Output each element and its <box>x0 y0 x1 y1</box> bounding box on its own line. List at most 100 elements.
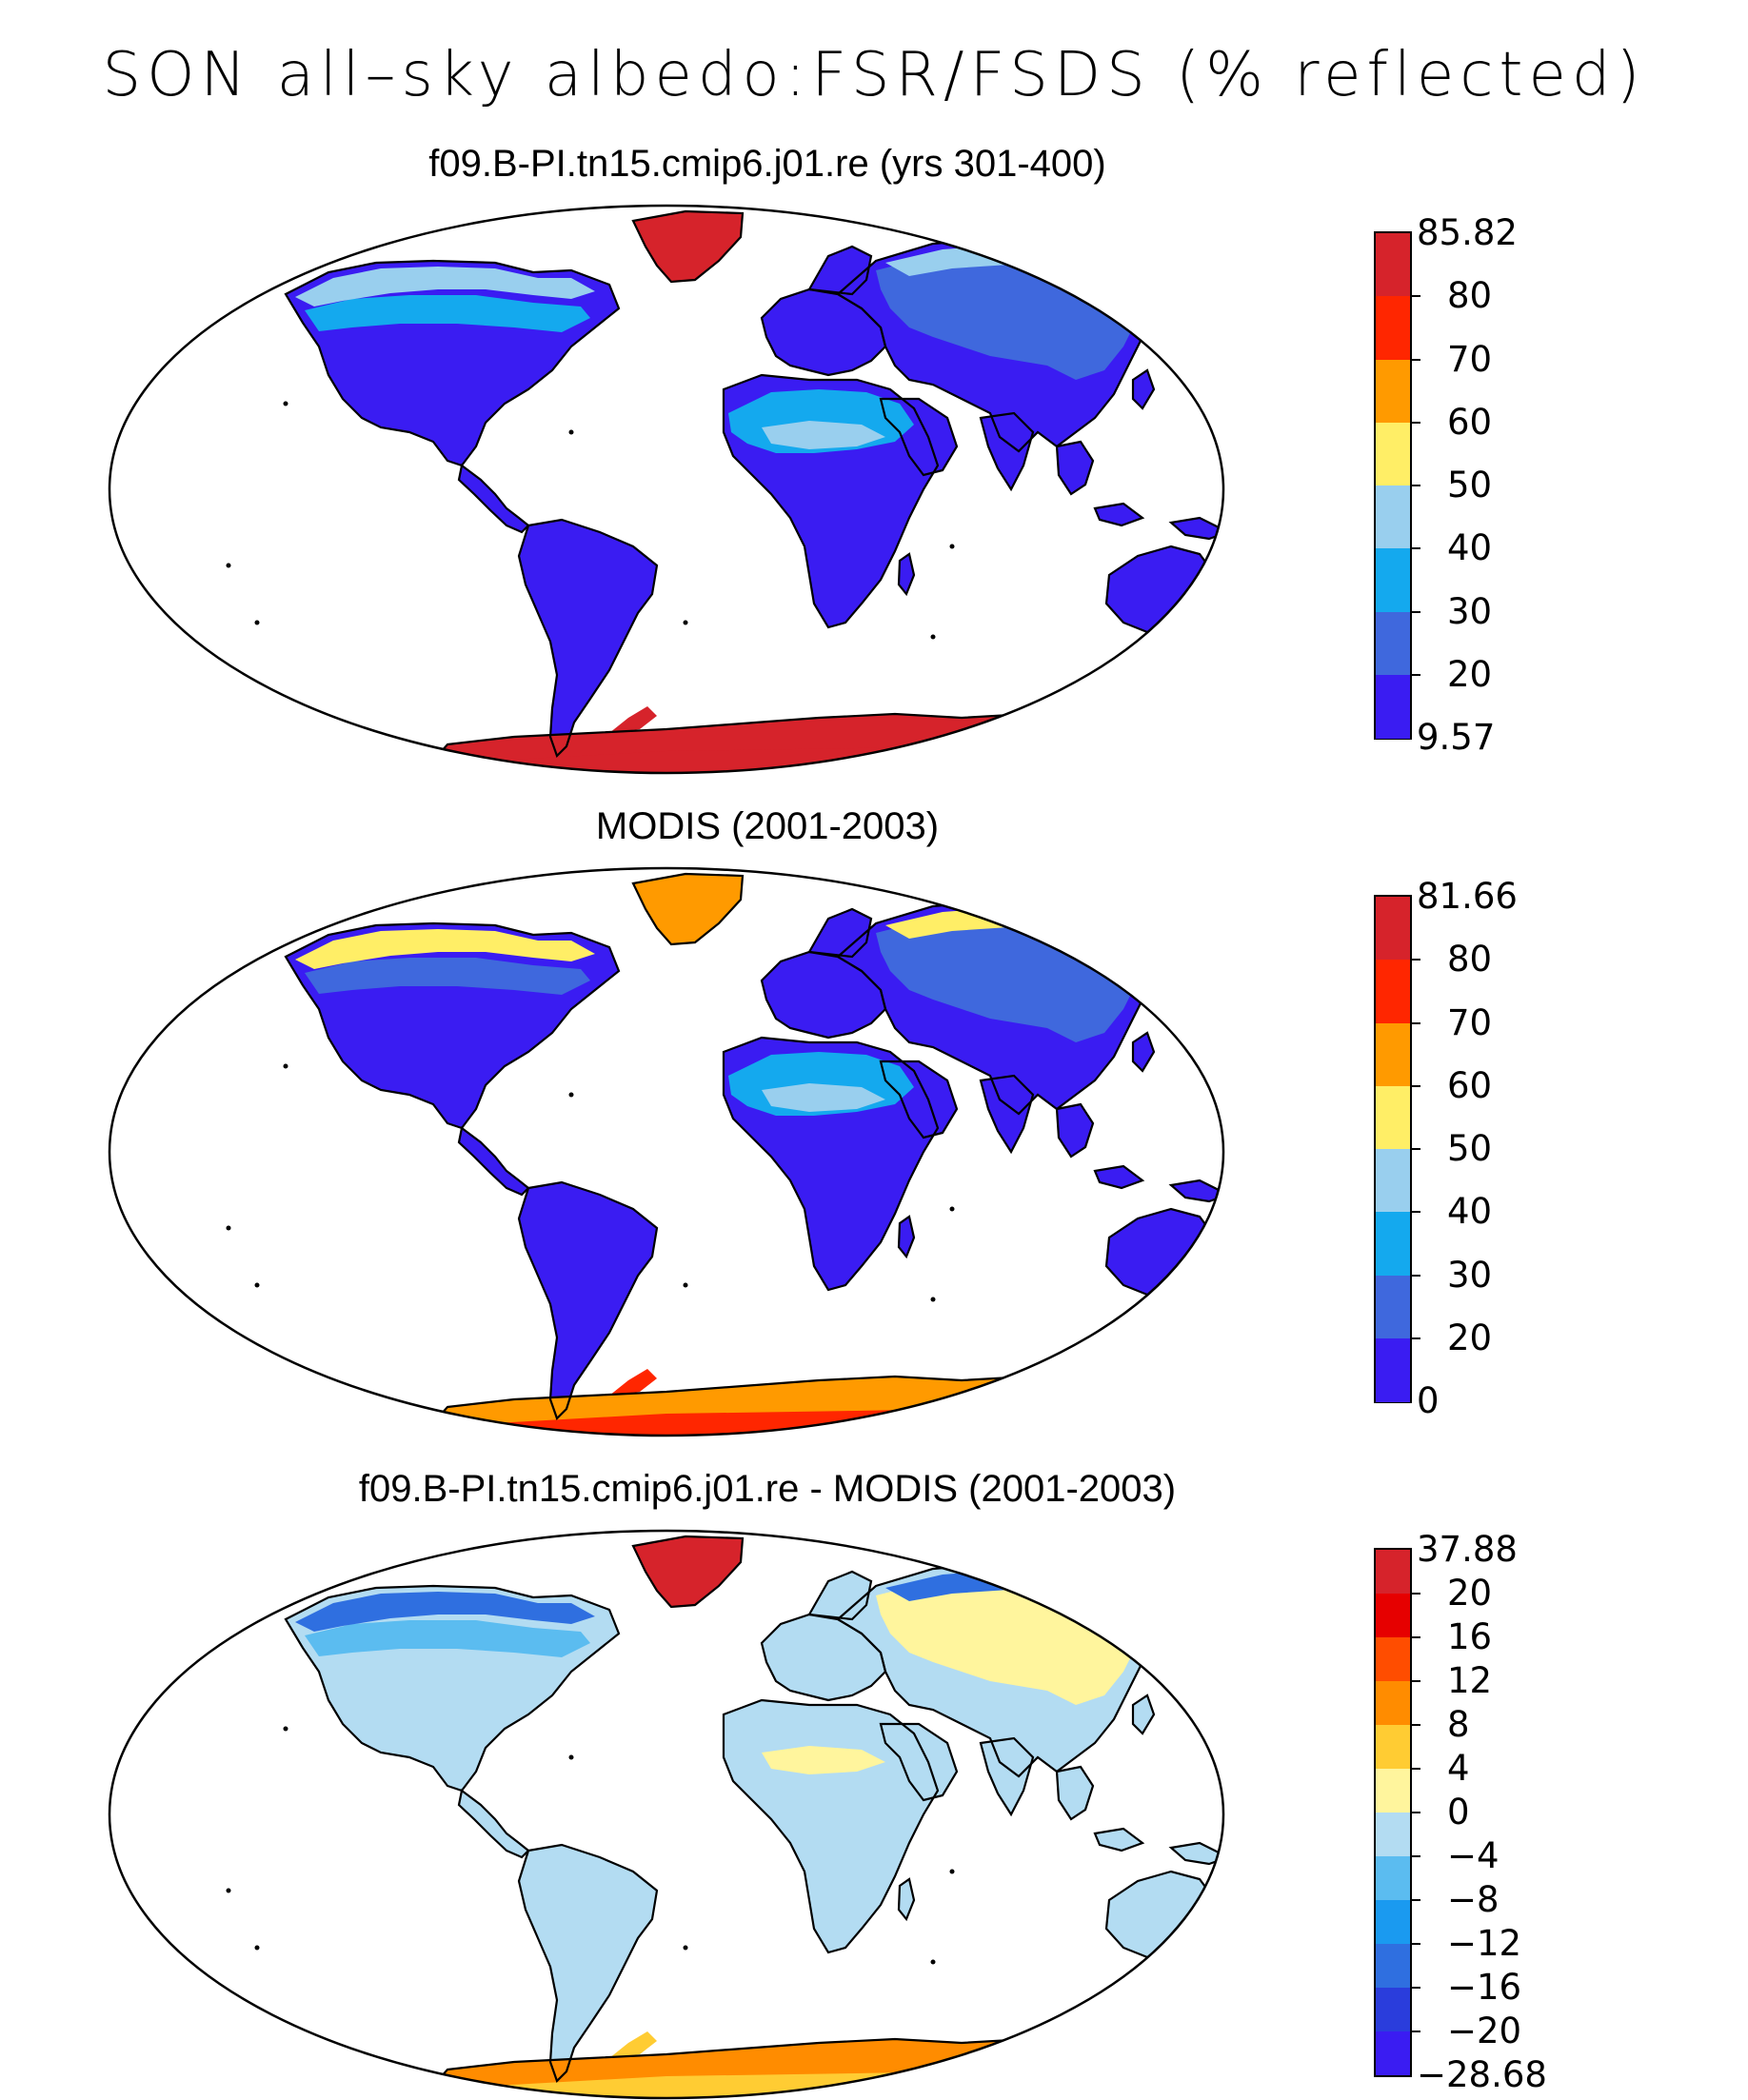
coast-nz <box>1261 627 1276 661</box>
map-diff <box>108 1529 1288 2100</box>
colorbar-label: 60 <box>1447 1064 1493 1106</box>
island <box>949 1206 955 1212</box>
figure-title: SON all–sky albedo:FSR/FSDS (% reflected… <box>102 40 1646 110</box>
colorbar-swatch <box>1376 359 1410 424</box>
colorbar-label: −12 <box>1447 1923 1522 1964</box>
colorbar-tick <box>1411 1337 1420 1339</box>
coast-southAmerica <box>517 1843 659 2084</box>
colorbar-swatch <box>1376 897 1410 961</box>
coast-scandinavia <box>807 907 873 959</box>
coast-centralAmerica <box>457 1126 530 1197</box>
region-europe <box>762 289 885 375</box>
colorbar-diff <box>1374 1548 1412 2077</box>
coast-scandinavia <box>807 1570 873 1621</box>
region-nz <box>1261 1952 1276 1986</box>
colorbar-swatch <box>1376 1813 1410 1856</box>
region-centralAmerica <box>459 1791 528 1857</box>
region-newGuinea <box>1171 518 1223 539</box>
colorbar-tick <box>1411 295 1420 298</box>
colorbar-swatch <box>1376 1275 1410 1339</box>
colorbar-swatch <box>1376 548 1410 613</box>
island <box>226 1225 231 1231</box>
colorbar-tick <box>1411 1084 1420 1087</box>
region-boreal <box>305 295 590 332</box>
island <box>226 563 231 568</box>
coast-india <box>979 1736 1035 1817</box>
region-antarcticPeninsula <box>609 706 657 733</box>
region-seAsia <box>1057 442 1093 494</box>
map-obs <box>108 866 1276 1437</box>
region-greenland <box>633 874 743 944</box>
region-centralAmerica <box>459 1128 528 1195</box>
coast-seAsia <box>1055 1102 1095 1159</box>
colorbar-swatch <box>1376 611 1410 676</box>
colorbar-label: 80 <box>1447 939 1493 981</box>
island <box>254 1945 260 1951</box>
coast-india <box>979 1074 1035 1155</box>
island <box>683 620 688 625</box>
colorbar-label: 80 <box>1447 275 1493 317</box>
colorbar-label: 40 <box>1447 527 1493 569</box>
colorbar-label: 20 <box>1447 1573 1493 1614</box>
coast-japan <box>1131 1031 1156 1073</box>
colorbar-label: −4 <box>1447 1835 1500 1876</box>
colorbar-label: 30 <box>1447 590 1493 632</box>
coast-madagascar <box>897 1215 916 1259</box>
colorbar-tick <box>1411 1211 1420 1214</box>
colorbar-swatch <box>1376 1637 1410 1681</box>
colorbar-tick <box>1411 610 1420 613</box>
colorbar-tick <box>1411 485 1420 486</box>
region-newGuinea <box>1171 1843 1223 1864</box>
region-southAmerica <box>519 520 657 756</box>
region-seAsia <box>1057 1104 1093 1157</box>
colorbar-swatch <box>1376 1022 1410 1087</box>
region-europe <box>762 1615 885 1700</box>
colorbar-label: 9.57 <box>1417 717 1496 758</box>
colorbar-tick <box>1411 1855 1420 1857</box>
region-seAsia <box>1057 1767 1093 1819</box>
region-nz <box>1261 627 1276 661</box>
colorbar-label: −28.68 <box>1417 2054 1547 2095</box>
coast-seAsia <box>1055 440 1095 496</box>
coast-southAmerica <box>517 1180 659 1421</box>
coast-nz <box>1261 1952 1276 1986</box>
coast-indonesia <box>1093 502 1145 527</box>
region-europe <box>762 952 885 1038</box>
island <box>254 620 260 625</box>
region-nz <box>1261 1290 1276 1323</box>
island <box>930 1959 936 1965</box>
coast-indonesia <box>1093 1827 1145 1852</box>
region-japan <box>1133 1033 1154 1071</box>
colorbar-label: 20 <box>1447 653 1493 695</box>
region-sahara-light <box>762 1083 885 1112</box>
colorbar-swatch <box>1376 1212 1410 1277</box>
colorbar-label: 81.66 <box>1417 876 1518 917</box>
panel-title-obs: MODIS (2001-2003) <box>595 805 940 847</box>
region-boreal <box>305 1620 590 1657</box>
colorbar-tick <box>1411 547 1420 550</box>
coast-madagascar <box>897 552 916 597</box>
region-southAmerica <box>519 1182 657 1418</box>
region-boreal <box>305 958 590 995</box>
colorbar-tick <box>1411 1593 1420 1595</box>
island <box>1283 1851 1288 1855</box>
coast-nz <box>1261 1290 1276 1323</box>
region-antarcticPeninsula <box>609 2031 657 2058</box>
colorbar-swatch <box>1376 960 1410 1024</box>
colorbar-swatch <box>1376 1681 1410 1725</box>
island <box>283 1063 288 1069</box>
colorbar-tick <box>1411 1812 1420 1813</box>
region-antarcticPeninsula <box>609 1369 657 1396</box>
coast-greenland <box>631 1535 745 1609</box>
region-japan <box>1133 1695 1154 1733</box>
colorbar-label: 16 <box>1447 1616 1493 1657</box>
colorbar-swatch <box>1376 485 1410 549</box>
panel-title-model: f09.B-PI.tn15.cmip6.j01.re (yrs 301-400) <box>428 143 1106 185</box>
coast-japan <box>1131 368 1156 410</box>
colorbar-swatch <box>1376 1725 1410 1769</box>
colorbar-label: 85.82 <box>1417 212 1518 253</box>
colorbar-label: 4 <box>1447 1748 1470 1789</box>
coast-northAmerica <box>284 1584 621 1793</box>
colorbar-label: 50 <box>1447 1128 1493 1169</box>
colorbar-tick <box>1411 1680 1420 1682</box>
